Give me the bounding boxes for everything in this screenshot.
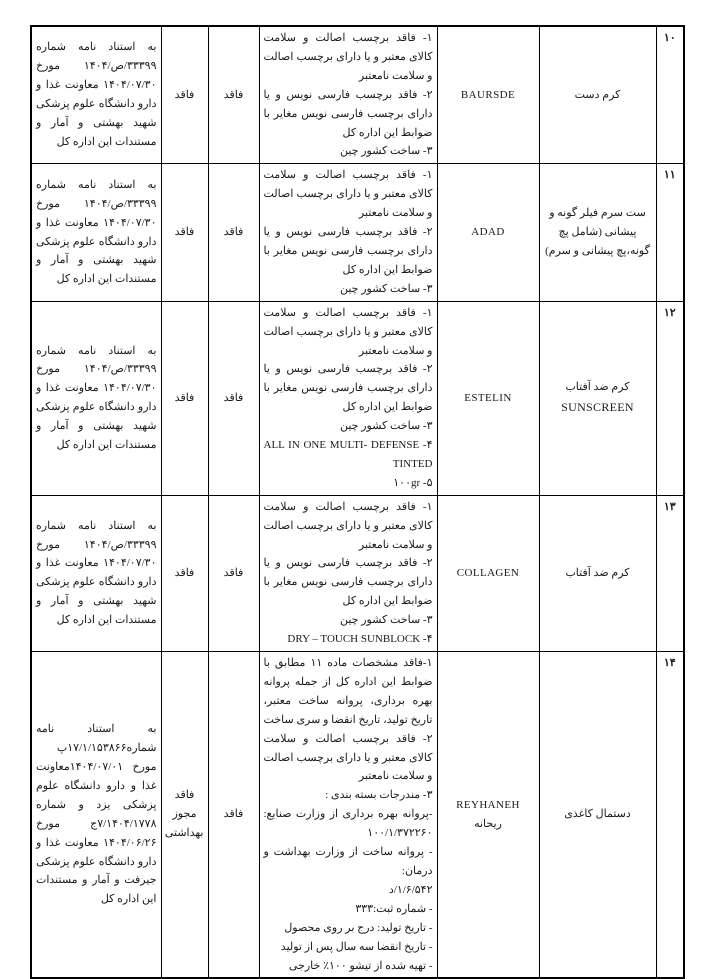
brand-cell: COLLAGEN [436,494,540,653]
brand-cell: REYHANEH ریحانه [436,651,540,979]
violation-reasons-cell: ۱-فاقد مشخصات ماده ۱۱ مطابق با ضوابط این… [258,651,438,979]
table-row: ۱۲ کرم ضد آفتاب SUNSCREEN ESTELIN ۱- فاق… [30,300,685,496]
product-name-cell: ست سرم فیلر گونه و پیشانی (شامل پچ گونه،… [538,163,657,302]
brand-name-en: ESTELIN [464,391,512,404]
table-row: ۱۱ ست سرم فیلر گونه و پیشانی (شامل پچ گو… [30,163,685,302]
brand-name-en: BAURSDE [460,88,516,101]
row-number: ۱۴ [655,651,685,979]
reference-letter-cell: به استناد نامه شماره ۳۳۳۹۹/ص/۱۴۰۴ مورخ ۱… [30,163,162,302]
brand-name-en: REYHANEH [456,798,520,811]
brand-name-fa: ریحانه [474,817,502,830]
brand-name-en: ADAD [471,226,505,239]
row-number: ۱۲ [655,300,685,496]
product-name-cell: کرم ضد آفتاب [538,494,657,653]
reference-letter-cell: به استناد نامه شماره ۳۳۳۹۹/ص/۱۴۰۴ مورخ ۱… [30,300,162,496]
violation-reasons-cell: ۱- فاقد برچسب اصالت و سلامت کالای معتبر … [258,163,438,302]
violation-reasons-cell: ۱- فاقد برچسب اصالت و سلامت کالای معتبر … [258,25,438,165]
row-number: ۱۱ [655,163,685,302]
product-name-fa: کرم دست [574,88,621,101]
product-name-fa: ست سرم فیلر گونه و پیشانی (شامل پچ گونه،… [545,207,650,257]
table-row: ۱۴ دستمال کاغذی REYHANEH ریحانه ۱-فاقد م… [30,651,685,979]
product-name-fa: کرم ضد آفتاب [565,566,630,579]
reference-letter-cell: به استناد نامه شماره ۳۳۳۹۹/ص/۱۴۰۴ مورخ ۱… [30,494,162,653]
status-cell-b: فاقد [160,494,209,653]
brand-cell: ADAD [436,163,540,302]
brand-cell: ESTELIN [436,300,540,496]
product-name-cell: دستمال کاغذی [538,651,657,979]
product-name-fa: کرم ضد آفتاب [565,381,630,394]
status-cell-b: فاقد [160,25,209,165]
reference-letter-cell: به استناد نامه شماره ۳۳۳۹۹/ص/۱۴۰۴ مورخ ۱… [30,25,162,165]
status-cell-a: فاقد [207,651,260,979]
status-cell-a: فاقد [207,300,260,496]
row-number: ۱۳ [655,494,685,653]
status-cell-a: فاقد [207,494,260,653]
reference-letter-cell: به استناد نامه شماره۱۷/۱/۱۵۳۸۶۶پ مورخ ۱۴… [30,651,162,979]
row-number: ۱۰ [655,25,685,165]
status-cell-b: فاقد [160,300,209,496]
product-name-en: SUNSCREEN [561,400,634,415]
status-cell-b: فاقد مجوز بهداشتی [160,651,209,979]
violation-reasons-cell: ۱- فاقد برچسب اصالت و سلامت کالای معتبر … [258,300,438,496]
product-name-cell: کرم دست [538,25,657,165]
table-row: ۱۰ کرم دست BAURSDE ۱- فاقد برچسب اصالت و… [30,25,685,165]
status-cell-a: فاقد [207,163,260,302]
status-cell-a: فاقد [207,25,260,165]
table-row: ۱۳ کرم ضد آفتاب COLLAGEN ۱- فاقد برچسب ا… [30,494,685,653]
violation-reasons-cell: ۱- فاقد برچسب اصالت و سلامت کالای معتبر … [258,494,438,653]
brand-cell: BAURSDE [436,25,540,165]
status-cell-b: فاقد [160,163,209,302]
brand-name-en: COLLAGEN [456,566,520,579]
product-name-cell: کرم ضد آفتاب SUNSCREEN [538,300,657,496]
violations-table: ۱۰ کرم دست BAURSDE ۱- فاقد برچسب اصالت و… [30,25,685,979]
product-name-fa: دستمال کاغذی [564,808,631,821]
scanned-document-page: ۱۰ کرم دست BAURSDE ۱- فاقد برچسب اصالت و… [30,25,685,979]
